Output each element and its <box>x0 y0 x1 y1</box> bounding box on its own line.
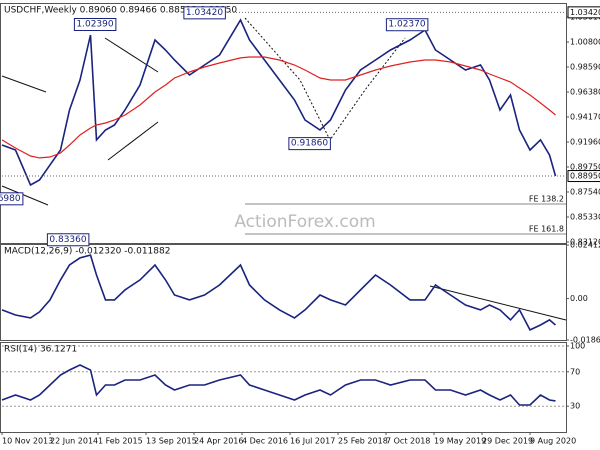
chart-title: USDCHF,Weekly 0.89060 0.89466 0.88513 0.… <box>4 6 237 16</box>
y-tick-label: 0.024126 <box>570 241 600 250</box>
x-tick-label: 4 Dec 2016 <box>242 437 288 446</box>
label-box <box>73 18 117 32</box>
x-tick-label: 19 May 2019 <box>434 437 486 446</box>
x-tick-label: 16 Jul 2017 <box>290 437 335 446</box>
x-tick-label: 7 Oct 2018 <box>386 437 430 446</box>
label-box <box>183 6 226 20</box>
y-tick-label: 0.00 <box>570 294 588 303</box>
price-line <box>1 56 556 159</box>
x-tick-label: 22 Jun 2014 <box>50 437 98 446</box>
current-price-label: 0.88950 <box>570 172 600 181</box>
y-tick-label: 70 <box>570 367 580 376</box>
fe-label: FE 138.2 <box>529 194 564 203</box>
x-tick-label: 9 Aug 2020 <box>530 437 576 446</box>
x-tick-label: 29 Dec 2019 <box>482 437 533 446</box>
price-panel <box>0 3 567 244</box>
x-tick-label: 13 Sep 2015 <box>146 437 197 446</box>
y-tick-label: 0.98590 <box>570 62 600 71</box>
y-tick-label: 0.89750 <box>570 162 600 171</box>
trendline <box>107 121 159 161</box>
y-tick-label: 0.94170 <box>570 112 600 121</box>
y-tick-label: -0.018657 <box>570 336 600 345</box>
label-box <box>385 18 429 32</box>
label-box <box>567 6 600 19</box>
watermark: ActionForex.com <box>234 212 375 232</box>
annotation: 1.03420 <box>186 8 223 18</box>
y-tick-label: 0.91960 <box>570 137 600 146</box>
annotation: 0.91860 <box>291 139 328 149</box>
fe-label: FE 161.8 <box>529 224 564 233</box>
top-level-label: 1.03420 <box>570 8 600 17</box>
y-tick-label: 1.00800 <box>570 37 600 46</box>
macd-title: MACD(12,26,9) -0.012320 -0.011882 <box>4 247 170 257</box>
label-box <box>567 170 600 183</box>
price-line <box>1 254 557 331</box>
x-tick-label: 10 Nov 2013 <box>2 437 53 446</box>
annotation: 0.83360 <box>49 235 86 245</box>
x-tick-label: 25 Feb 2018 <box>338 437 388 446</box>
x-tick-label: 24 Apr 2016 <box>194 437 243 446</box>
rsi-title: RSI(14) 36.1271 <box>4 345 77 355</box>
y-tick-label: 0.83120 <box>570 237 600 246</box>
y-tick-label: 0.85330 <box>570 212 600 221</box>
y-tick-label: 0.96380 <box>570 87 600 96</box>
annotation: 0.86980 <box>0 194 21 204</box>
macd-trendline <box>429 285 567 321</box>
y-tick-label: 30 <box>570 402 580 411</box>
macd-panel <box>0 244 567 341</box>
y-tick-label: 0.87540 <box>570 187 600 196</box>
label-box <box>46 233 90 247</box>
annotation: 1.02390 <box>76 20 113 30</box>
x-tick-label: 1 Feb 2015 <box>98 437 143 446</box>
label-box <box>0 192 24 206</box>
rsi-panel <box>0 342 567 433</box>
trendline <box>1 75 47 93</box>
trendline <box>104 37 159 73</box>
trendline <box>1 185 49 206</box>
price-line <box>1 364 556 406</box>
label-box <box>288 137 331 151</box>
annotation: 1.02370 <box>388 20 425 30</box>
y-tick-label: 100 <box>570 342 585 351</box>
